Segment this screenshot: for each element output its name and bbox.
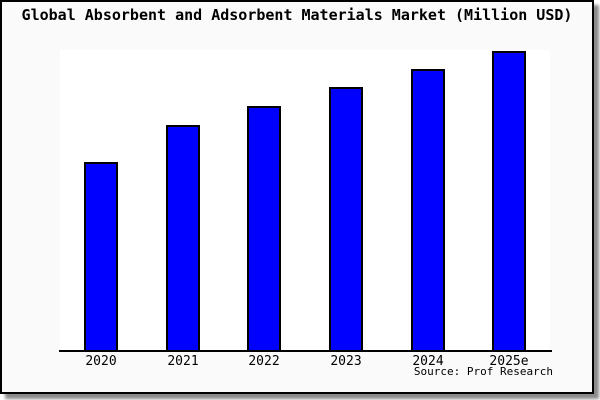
bar-2025e bbox=[492, 51, 526, 350]
x-axis-tick-labels: 2020 2021 2022 2023 2024 2025e bbox=[60, 354, 550, 370]
source-text: Source: Prof Research bbox=[413, 365, 553, 378]
bar-2020 bbox=[84, 162, 118, 350]
plot-area bbox=[60, 50, 550, 350]
chart-figure: Global Absorbent and Adsorbent Materials… bbox=[0, 0, 594, 394]
x-tick-2021: 2021 bbox=[167, 354, 199, 369]
bar-2022 bbox=[247, 106, 281, 350]
x-axis-line bbox=[59, 350, 552, 352]
x-tick-2022: 2022 bbox=[248, 354, 280, 369]
x-tick-2023: 2023 bbox=[330, 354, 362, 369]
chart-title: Global Absorbent and Adsorbent Materials… bbox=[21, 6, 573, 24]
bar-2021 bbox=[166, 125, 200, 350]
x-tick-2025e: 2025e bbox=[489, 354, 529, 369]
bar-2023 bbox=[329, 87, 363, 350]
bar-2024 bbox=[411, 69, 445, 350]
x-tick-2020: 2020 bbox=[85, 354, 117, 369]
x-tick-2024: 2024 bbox=[412, 354, 444, 369]
